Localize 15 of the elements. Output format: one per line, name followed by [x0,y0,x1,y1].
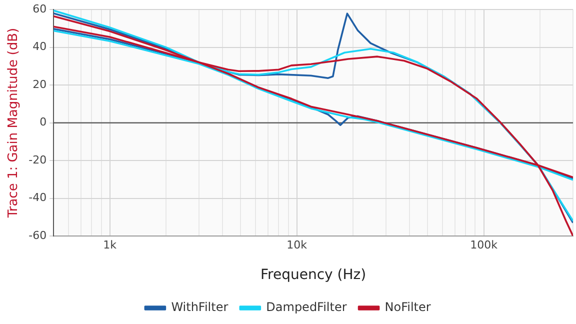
y-tick-label: 0 [40,116,47,129]
y-tick-label: 60 [32,2,47,16]
y-tick-label: 20 [32,78,47,91]
legend-label: NoFilter [384,300,431,314]
y-axis-title: Trace 1: Gain Magnitude (dB) [6,28,22,219]
x-tick-label: 1k [103,238,118,252]
legend-label: DampedFilter [266,300,347,314]
x-axis-title: Frequency (Hz) [260,267,366,284]
y-tick-label: -60 [28,228,47,242]
legend-label: WithFilter [171,300,228,314]
x-tick-label: 10k [286,238,308,252]
y-tick-label: -20 [28,153,47,166]
y-tick-label: -40 [28,191,47,204]
x-tick-label: 100k [470,238,498,252]
y-tick-label: 40 [32,40,47,54]
